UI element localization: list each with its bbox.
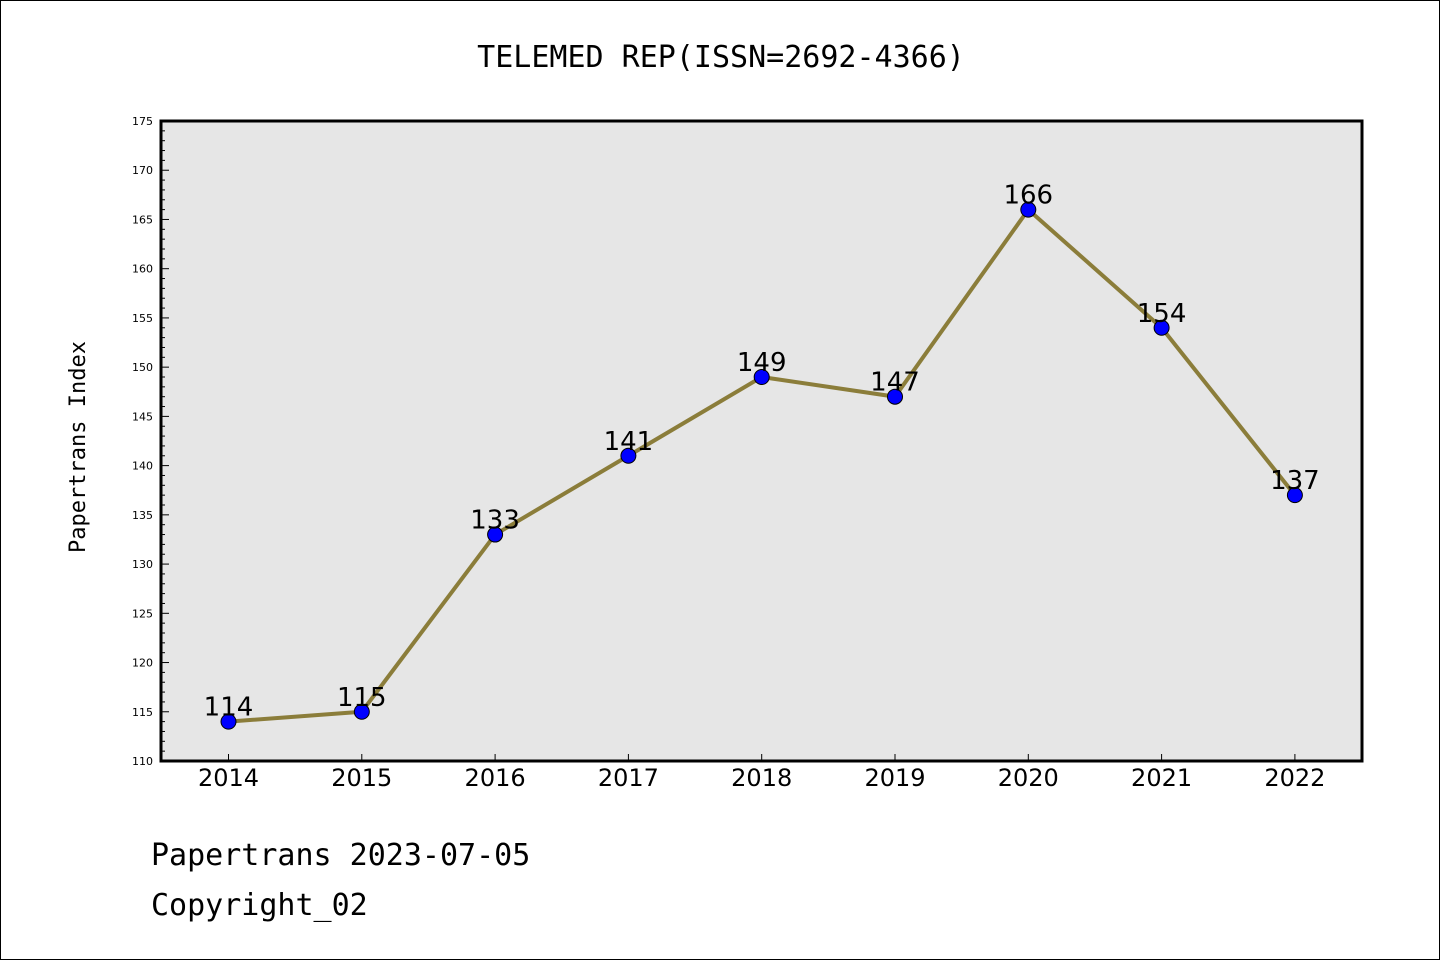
data-label: 115 [337, 683, 387, 713]
y-tick-label: 165 [132, 213, 153, 226]
series-layer: 114 115 133 141 149 147 166 154 137 [204, 181, 1320, 730]
x-axis: 2014 2015 2016 2017 2018 2019 2020 2021 2022 [198, 754, 1325, 792]
chart-title: TELEMED REP(ISSN=2692-4366) [477, 40, 965, 75]
y-tick-label: 160 [132, 263, 153, 276]
data-label: 137 [1270, 466, 1320, 496]
data-point [620, 447, 637, 464]
plot-area [159, 119, 1364, 763]
data-point [1020, 201, 1037, 218]
y-tick-label: 175 [132, 115, 153, 128]
y-tick-label: 140 [132, 460, 153, 473]
data-point [220, 713, 237, 730]
y-axis-label: Papertrans Index [66, 341, 91, 553]
x-tick-label: 2016 [465, 764, 526, 792]
x-tick-label: 2014 [198, 764, 259, 792]
y-tick-label: 115 [132, 706, 153, 719]
x-tick-label: 2015 [331, 764, 392, 792]
y-tick-label: 125 [132, 607, 153, 620]
footer-date: Papertrans 2023-07-05 [151, 838, 530, 873]
x-tick-label: 2019 [864, 764, 925, 792]
data-point [887, 388, 903, 405]
data-point [1286, 487, 1303, 504]
data-label: 154 [1137, 299, 1187, 329]
data-point [1153, 319, 1170, 336]
data-label: 149 [737, 348, 787, 378]
x-tick-label: 2018 [731, 764, 792, 792]
data-label: 133 [470, 506, 520, 536]
x-tick-label: 2020 [998, 764, 1059, 792]
x-tick-label: 2022 [1264, 764, 1325, 792]
data-label: 166 [1003, 181, 1053, 211]
y-tick-label: 130 [132, 558, 153, 571]
y-tick-label: 110 [132, 755, 153, 768]
data-point [487, 526, 504, 543]
data-label: 114 [204, 693, 254, 723]
y-tick-label: 145 [132, 410, 153, 423]
data-label: 147 [870, 368, 920, 398]
y-axis: 110 115 120 125 130 135 140 145 150 155 160 165 170 1… [132, 115, 169, 768]
y-tick-label: 170 [132, 164, 153, 177]
data-point [753, 369, 770, 385]
y-tick-label: 150 [132, 361, 153, 374]
y-tick-label: 155 [132, 312, 153, 325]
data-label: 141 [604, 427, 654, 457]
y-tick-label: 135 [132, 509, 153, 522]
y-tick-label: 120 [132, 657, 153, 670]
x-tick-label: 2021 [1131, 764, 1192, 792]
x-tick-label: 2017 [598, 764, 659, 792]
data-point [353, 703, 370, 720]
footer-copyright: Copyright_02 [151, 888, 368, 923]
